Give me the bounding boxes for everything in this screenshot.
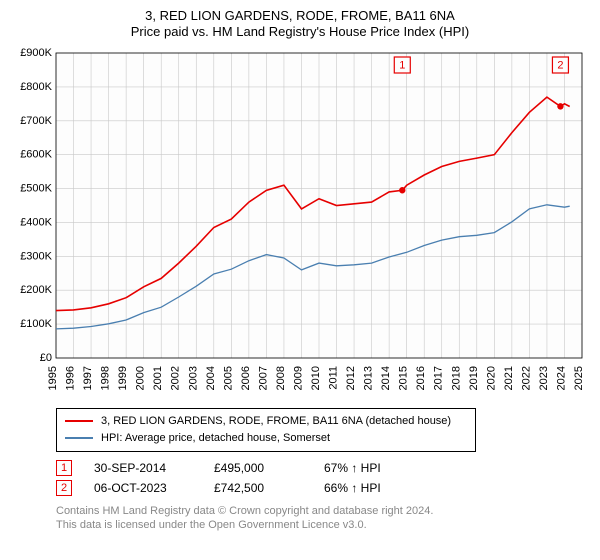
svg-text:1999: 1999 xyxy=(117,366,129,390)
footnote-line: Contains HM Land Registry data © Crown c… xyxy=(56,504,590,518)
sale-price: £742,500 xyxy=(214,481,324,495)
footnote: Contains HM Land Registry data © Crown c… xyxy=(56,504,590,533)
legend-label: 3, RED LION GARDENS, RODE, FROME, BA11 6… xyxy=(101,413,451,430)
svg-text:2009: 2009 xyxy=(292,366,304,390)
svg-text:2003: 2003 xyxy=(187,366,199,390)
svg-text:2014: 2014 xyxy=(380,366,392,390)
svg-text:2002: 2002 xyxy=(170,366,182,390)
svg-text:1997: 1997 xyxy=(82,366,94,390)
svg-text:2020: 2020 xyxy=(485,366,497,390)
svg-text:£200K: £200K xyxy=(20,284,52,296)
legend: 3, RED LION GARDENS, RODE, FROME, BA11 6… xyxy=(56,408,476,452)
svg-text:2007: 2007 xyxy=(257,366,269,390)
svg-text:2008: 2008 xyxy=(275,366,287,390)
legend-label: HPI: Average price, detached house, Some… xyxy=(101,430,330,447)
page-title: 3, RED LION GARDENS, RODE, FROME, BA11 6… xyxy=(10,8,590,24)
page-subtitle: Price paid vs. HM Land Registry's House … xyxy=(10,24,590,40)
legend-item: 3, RED LION GARDENS, RODE, FROME, BA11 6… xyxy=(65,413,467,430)
sale-date: 30-SEP-2014 xyxy=(94,461,214,475)
svg-text:2005: 2005 xyxy=(222,366,234,390)
price-chart: £0 £100K £200K £300K £400K £500K £600K £700K £80… xyxy=(10,47,590,402)
svg-text:£300K: £300K xyxy=(20,250,52,262)
svg-text:1: 1 xyxy=(399,59,405,71)
sale-delta: 66% ↑ HPI xyxy=(324,481,381,495)
svg-text:2025: 2025 xyxy=(573,366,585,390)
svg-text:1995: 1995 xyxy=(47,366,59,390)
svg-text:1998: 1998 xyxy=(100,366,112,390)
legend-item: HPI: Average price, detached house, Some… xyxy=(65,430,467,447)
sales-list: 1 30-SEP-2014£495,00067% ↑ HPI 2 06-OCT-202… xyxy=(56,460,590,496)
svg-text:2001: 2001 xyxy=(152,366,164,390)
svg-text:2019: 2019 xyxy=(468,366,480,390)
svg-text:2023: 2023 xyxy=(538,366,550,390)
svg-text:£100K: £100K xyxy=(20,318,52,330)
svg-text:£800K: £800K xyxy=(20,80,52,92)
sale-date: 06-OCT-2023 xyxy=(94,481,214,495)
svg-text:2022: 2022 xyxy=(520,366,532,390)
svg-text:£500K: £500K xyxy=(20,182,52,194)
legend-swatch xyxy=(65,420,93,422)
svg-text:2018: 2018 xyxy=(450,366,462,390)
svg-text:£600K: £600K xyxy=(20,148,52,160)
sale-marker: 1 xyxy=(56,460,72,476)
svg-text:2011: 2011 xyxy=(328,366,340,390)
footnote-line: This data is licensed under the Open Gov… xyxy=(56,518,590,532)
svg-text:2017: 2017 xyxy=(433,366,445,390)
legend-swatch xyxy=(65,437,93,439)
svg-text:£400K: £400K xyxy=(20,216,52,228)
svg-text:2013: 2013 xyxy=(363,366,375,390)
sale-marker: 2 xyxy=(56,480,72,496)
svg-text:2006: 2006 xyxy=(240,366,252,390)
svg-text:2004: 2004 xyxy=(205,366,217,390)
svg-text:£900K: £900K xyxy=(20,47,52,59)
sale-row: 1 30-SEP-2014£495,00067% ↑ HPI xyxy=(56,460,590,476)
svg-text:2012: 2012 xyxy=(345,366,357,390)
svg-text:1996: 1996 xyxy=(65,366,77,390)
svg-text:£700K: £700K xyxy=(20,114,52,126)
sale-price: £495,000 xyxy=(214,461,324,475)
svg-text:2015: 2015 xyxy=(398,366,410,390)
svg-text:2010: 2010 xyxy=(310,366,322,390)
svg-text:2000: 2000 xyxy=(135,366,147,390)
sale-row: 2 06-OCT-2023£742,50066% ↑ HPI xyxy=(56,480,590,496)
svg-text:2021: 2021 xyxy=(503,366,515,390)
svg-text:2016: 2016 xyxy=(415,366,427,390)
svg-text:2024: 2024 xyxy=(555,366,567,390)
svg-text:2: 2 xyxy=(557,59,563,71)
sale-delta: 67% ↑ HPI xyxy=(324,461,381,475)
svg-text:£0: £0 xyxy=(40,352,52,364)
